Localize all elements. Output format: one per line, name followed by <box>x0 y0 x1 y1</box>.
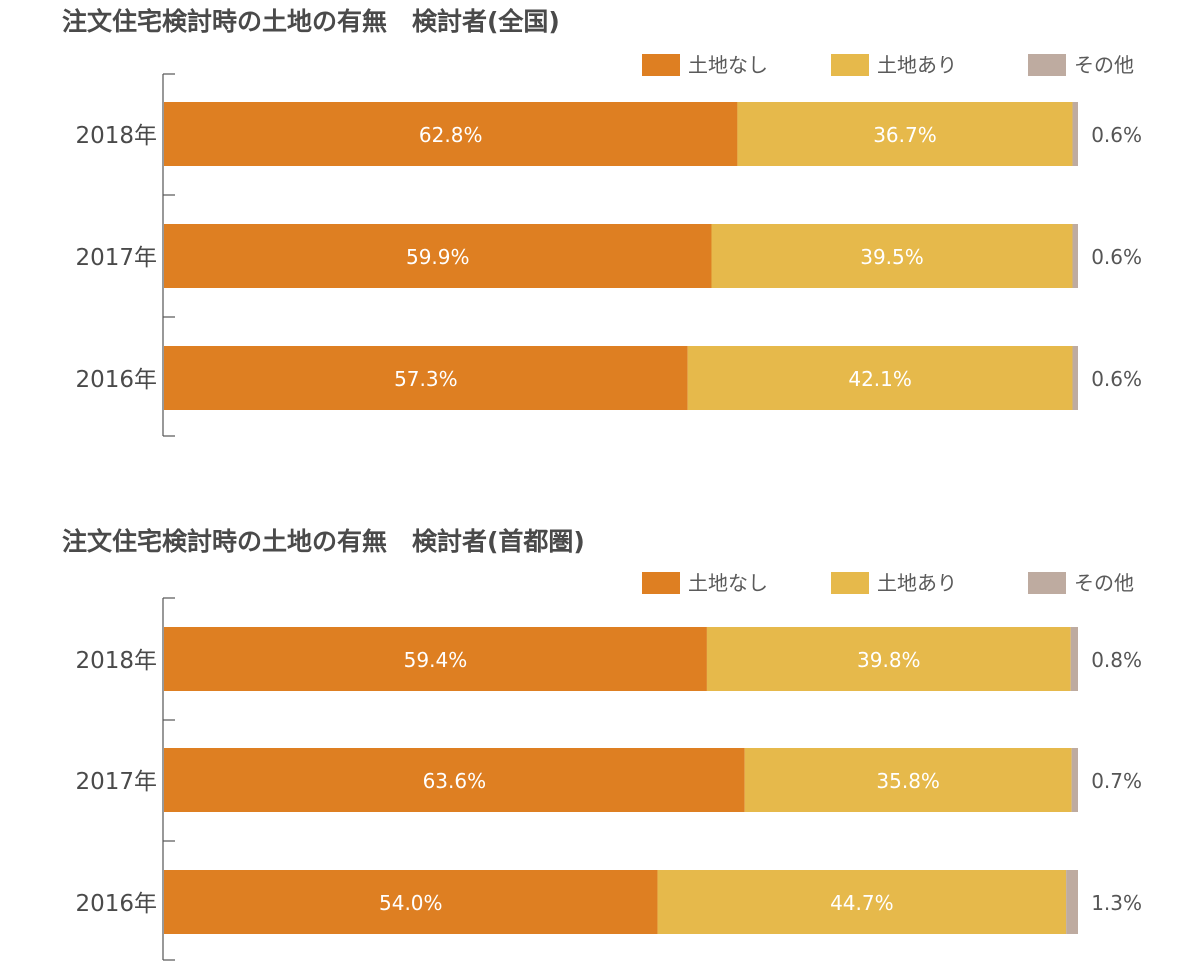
data-label: 44.7% <box>830 891 894 915</box>
data-label: 39.5% <box>860 245 924 269</box>
category-label: 2017年 <box>75 769 157 795</box>
legend-label-2: その他 <box>1074 571 1134 595</box>
legend-label-0: 土地なし <box>688 571 768 595</box>
legend-label-1: 土地あり <box>877 53 957 77</box>
bar-segment-1 <box>711 224 1073 288</box>
category-label: 2017年 <box>75 245 157 271</box>
bar-segment-0 <box>164 870 658 934</box>
category-label: 2016年 <box>75 367 157 393</box>
data-label: 0.6% <box>1091 245 1142 269</box>
bar-segment-0 <box>164 102 738 166</box>
legend-swatch-2 <box>1028 572 1066 594</box>
category-label: 2018年 <box>75 648 157 674</box>
legend-swatch-1 <box>831 54 869 76</box>
legend-swatch-0 <box>642 54 680 76</box>
data-label: 63.6% <box>423 769 487 793</box>
bar-segment-1 <box>657 870 1067 934</box>
bar-segment-1 <box>706 627 1071 691</box>
category-label: 2016年 <box>75 891 157 917</box>
category-label: 2018年 <box>75 123 157 149</box>
data-label: 36.7% <box>873 123 937 147</box>
data-label: 59.9% <box>406 245 470 269</box>
data-label: 0.8% <box>1091 648 1142 672</box>
data-label: 59.4% <box>404 648 468 672</box>
data-label: 35.8% <box>876 769 940 793</box>
bar-segment-1 <box>744 748 1072 812</box>
data-label: 39.8% <box>857 648 921 672</box>
bar-segment-0 <box>164 346 688 410</box>
legend-swatch-1 <box>831 572 869 594</box>
legend-label-1: 土地あり <box>877 571 957 595</box>
data-label: 42.1% <box>848 367 912 391</box>
bar-segment-0 <box>164 748 745 812</box>
data-label: 0.7% <box>1091 769 1142 793</box>
legend-swatch-2 <box>1028 54 1066 76</box>
legend-label-0: 土地なし <box>688 53 768 77</box>
data-label: 62.8% <box>419 123 483 147</box>
data-label: 1.3% <box>1091 891 1142 915</box>
bar-segment-0 <box>164 224 712 288</box>
bar-segment-2 <box>1072 102 1078 166</box>
chart-title: 注文住宅検討時の土地の有無 検討者(首都圏) <box>62 527 585 556</box>
data-label: 54.0% <box>379 891 443 915</box>
legend-swatch-0 <box>642 572 680 594</box>
bar-segment-0 <box>164 627 707 691</box>
bar-segment-2 <box>1071 748 1078 812</box>
data-label: 57.3% <box>394 367 458 391</box>
bar-segment-1 <box>687 346 1073 410</box>
data-label: 0.6% <box>1091 123 1142 147</box>
data-label: 0.6% <box>1091 367 1142 391</box>
chart-title: 注文住宅検討時の土地の有無 検討者(全国) <box>62 7 560 36</box>
bar-segment-2 <box>1066 870 1078 934</box>
legend-label-2: その他 <box>1074 53 1134 77</box>
bar-segment-1 <box>737 102 1073 166</box>
bar-segment-2 <box>1072 346 1078 410</box>
bar-segment-2 <box>1070 627 1078 691</box>
bar-segment-2 <box>1072 224 1078 288</box>
